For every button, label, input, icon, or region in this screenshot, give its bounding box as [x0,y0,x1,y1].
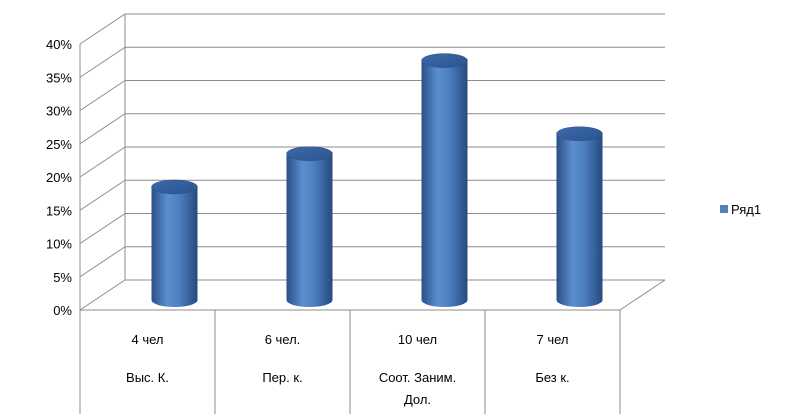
bar-top-cap [421,53,468,68]
floor-right-edge [619,279,666,311]
category-label-line: Соот. Заним. [379,370,456,385]
bar-body [151,186,198,307]
y-tick-label: 25% [46,137,72,152]
y-tick-label: 35% [46,70,72,85]
category-label-line: 6 чел. [265,332,301,347]
category-label: 7 чел Без к. [535,332,569,385]
category-label-line: Пер. к. [262,370,302,385]
gridline-side [79,279,126,311]
bar-body [556,133,603,307]
category-label: 4 чел Выс. К. [126,332,169,385]
y-tick-label: 20% [46,170,72,185]
bar [556,126,603,307]
y-tick-label: 15% [46,203,72,218]
category-table: 4 чел Выс. К. 6 чел. Пер. к. 10 чел Соот. Зан… [79,310,621,414]
gridline-side [79,213,126,244]
gridline-side [79,179,126,211]
gridline-side [79,113,126,145]
bar [151,179,198,307]
bar [421,53,468,307]
bar [286,146,333,307]
category-label-line: 10 чел [398,332,437,347]
category-label-line: 4 чел [132,332,164,347]
bar-body [286,153,333,307]
gridline-side [79,13,126,45]
category-label: 10 чел Соот. Заним. Дол. [379,332,456,407]
bars [151,53,603,307]
y-tick-label: 10% [46,237,72,252]
gridline-side [79,80,126,111]
category-label-line: 7 чел [537,332,569,347]
legend: Ряд1 [720,202,761,217]
gridline-side [79,146,126,178]
bar-body [421,60,468,307]
category-label: 6 чел. Пер. к. [262,332,302,385]
bar-top-cap [286,146,333,161]
y-tick-label: 40% [46,37,72,52]
bar-top-cap [556,126,603,141]
y-tick-label: 30% [46,104,72,119]
legend-label: Ряд1 [731,202,761,217]
bar-top-cap [151,179,198,195]
gridline-side [79,46,126,78]
y-tick-label: 0% [53,303,72,318]
category-label-line: Без к. [535,370,569,385]
y-axis-tick-labels: 0% 5% 10% 15% 20% 25% 30% 35% 40% [46,37,72,318]
y-tick-label: 5% [53,270,72,285]
category-label-line: Дол. [404,392,431,407]
gridline-side [79,246,126,278]
category-label-line: Выс. К. [126,370,169,385]
legend-swatch [720,205,728,213]
